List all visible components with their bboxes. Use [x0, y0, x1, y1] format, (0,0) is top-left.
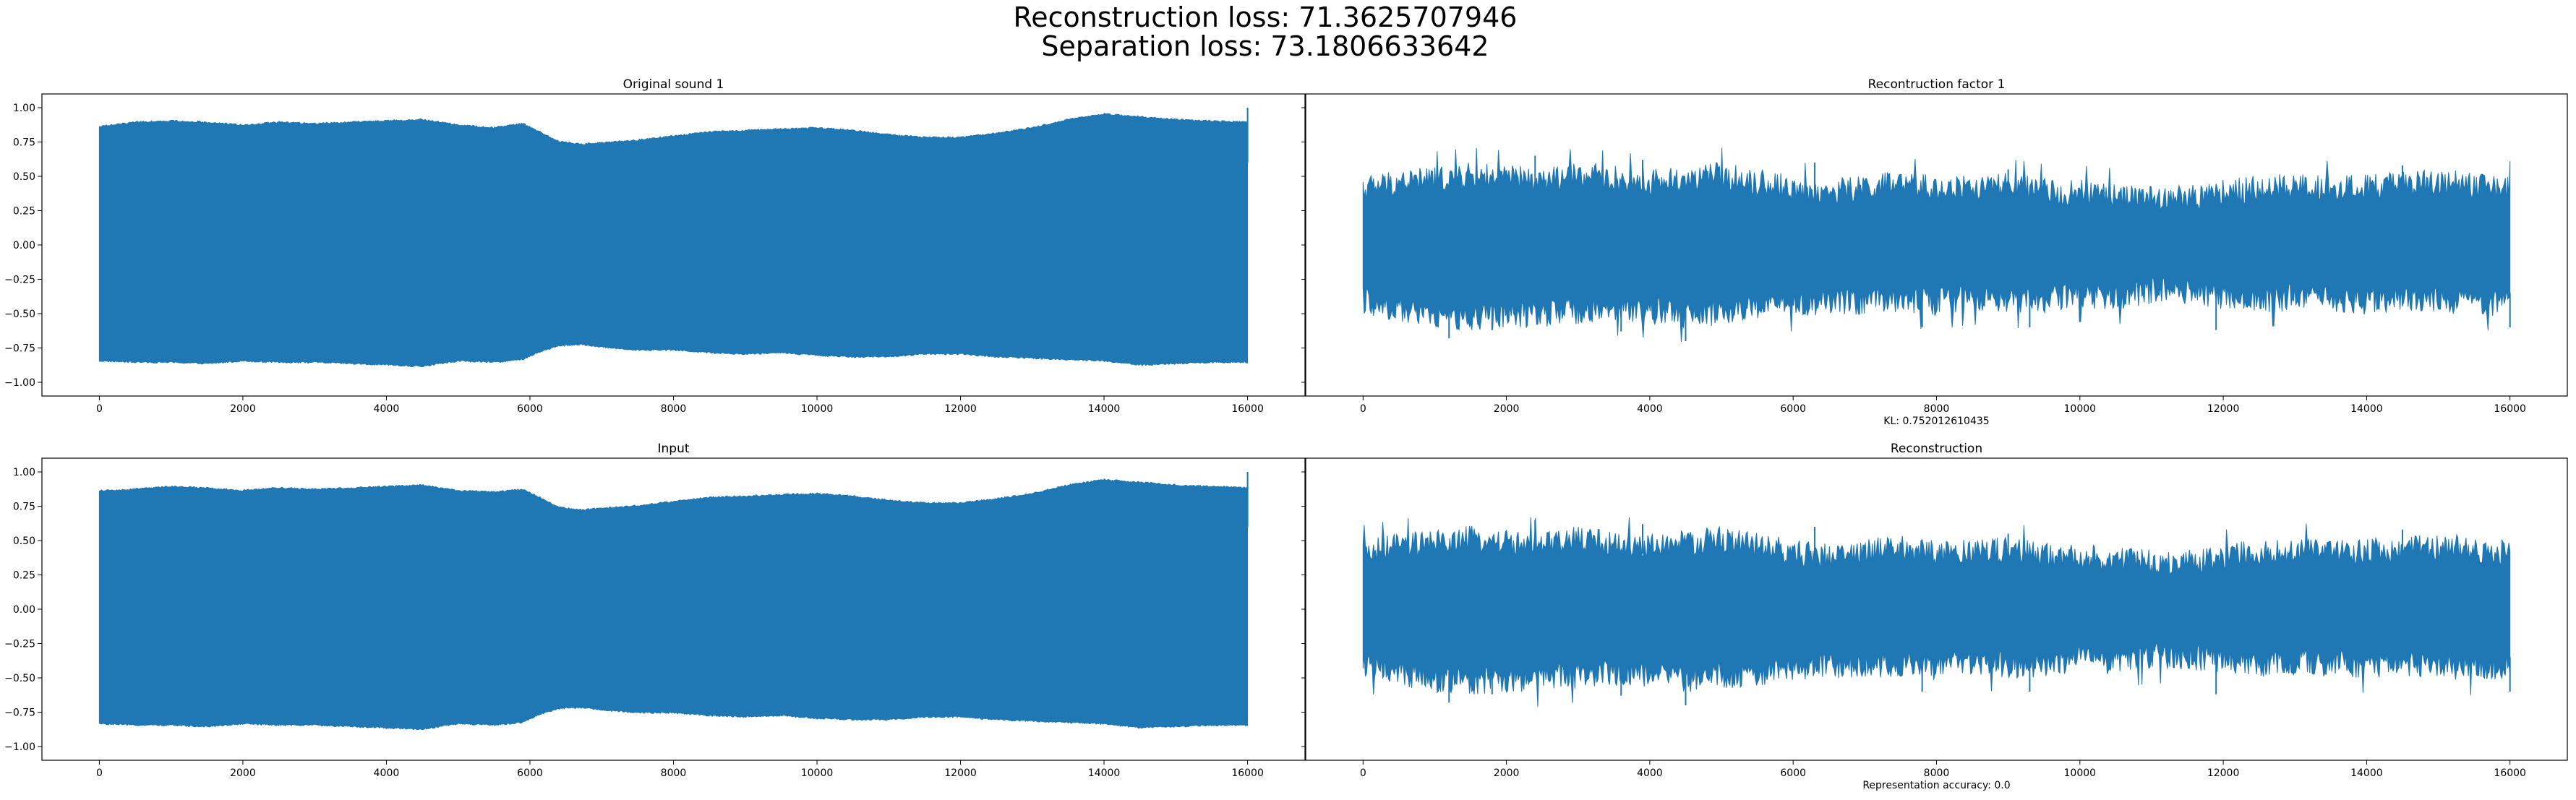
- x-tick-label: 12000: [2207, 403, 2240, 415]
- subplot-title: Reconstruction: [1891, 442, 1982, 456]
- x-tick-label: 16000: [2494, 403, 2526, 415]
- x-tick-label: 4000: [1637, 403, 1663, 415]
- x-tick-label: 2000: [1494, 403, 1520, 415]
- x-tick-label: 2000: [230, 767, 256, 779]
- y-tick-label: 0.00: [13, 604, 35, 616]
- x-tick-label: 16000: [2494, 767, 2526, 779]
- x-axis-label: Representation accuracy: 0.0: [1862, 780, 2010, 791]
- subplot-grid: Original sound 1 0 2000 4000 6000 8000 10000 12…: [4, 77, 2568, 791]
- x-tick-label: 14000: [1088, 767, 1121, 779]
- y-tick-label: 0.75: [13, 137, 35, 149]
- x-tick-label: 4000: [1637, 767, 1663, 779]
- x-tick-label: 14000: [1088, 403, 1121, 415]
- y-tick-label: −1.00: [4, 741, 35, 753]
- x-tick-label: 16000: [1231, 403, 1264, 415]
- subplot-title: Input: [657, 442, 689, 456]
- y-tick-label: −0.25: [4, 275, 35, 286]
- suptitle-line-2: Separation loss: 73.1806633642: [1041, 30, 1489, 62]
- x-tick-label: 14000: [2350, 767, 2383, 779]
- y-tick-label: −0.50: [4, 673, 35, 684]
- y-tick-label: 0.75: [13, 502, 35, 513]
- x-tick-label: 2000: [1494, 767, 1520, 779]
- y-tick-label: 1.00: [13, 467, 35, 478]
- x-tick-label: 0: [96, 767, 103, 779]
- x-axis-label: KL: 0.752012610435: [1883, 416, 1989, 427]
- x-tick-label: 6000: [517, 767, 543, 779]
- x-tick-label: 0: [96, 403, 103, 415]
- x-tick-label: 10000: [801, 767, 834, 779]
- subplot-3: Input 0 2000 4000 6000 8000 10000 12000 14000 160…: [4, 442, 1306, 779]
- subplot-1: Original sound 1 0 2000 4000 6000 8000 10000 12…: [4, 77, 1306, 415]
- x-tick-label: 0: [1360, 403, 1366, 415]
- x-tick-label: 8000: [661, 767, 687, 779]
- y-tick-label: 0.50: [13, 536, 35, 547]
- subplot-4: Reconstruction 0 2000 4000 6000 8000 10000 1200…: [1301, 442, 2568, 791]
- x-tick-label: 16000: [1231, 767, 1264, 779]
- subplot-title: Original sound 1: [623, 77, 724, 92]
- x-tick-label: 4000: [374, 403, 400, 415]
- x-tick-label: 4000: [374, 767, 400, 779]
- waveform-series: [98, 478, 1249, 731]
- x-tick-label: 10000: [801, 403, 834, 415]
- x-tick-label: 12000: [944, 403, 977, 415]
- x-tick-label: 0: [1360, 767, 1366, 779]
- x-tick-label: 12000: [2207, 767, 2240, 779]
- subplot-2: Recontruction factor 1 0 2000 4000 6000 8000 1…: [1301, 77, 2568, 427]
- x-tick-label: 12000: [944, 767, 977, 779]
- y-tick-label: −0.75: [4, 707, 35, 719]
- y-tick-label: 1.00: [13, 103, 35, 114]
- x-tick-label: 10000: [2064, 403, 2097, 415]
- y-tick-label: 0.00: [13, 240, 35, 251]
- x-tick-label: 8000: [1924, 767, 1950, 779]
- y-tick-label: 0.25: [13, 570, 35, 582]
- x-tick-label: 14000: [2350, 403, 2383, 415]
- y-tick-label: −0.50: [4, 309, 35, 320]
- x-tick-label: 6000: [517, 403, 543, 415]
- x-tick-label: 8000: [1924, 403, 1950, 415]
- y-tick-label: 0.50: [13, 171, 35, 183]
- x-tick-label: 8000: [661, 403, 687, 415]
- y-tick-label: −0.25: [4, 639, 35, 650]
- x-tick-label: 10000: [2064, 767, 2097, 779]
- x-tick-label: 6000: [1780, 767, 1806, 779]
- suptitle-line-1: Reconstruction loss: 71.3625707946: [1014, 1, 1518, 33]
- y-tick-label: −1.00: [4, 377, 35, 389]
- y-tick-label: 0.25: [13, 206, 35, 218]
- subplot-title: Recontruction factor 1: [1868, 77, 2006, 92]
- x-tick-label: 6000: [1780, 403, 1806, 415]
- y-tick-label: −0.75: [4, 343, 35, 355]
- x-tick-label: 2000: [230, 403, 256, 415]
- waveform-series: [98, 113, 1249, 368]
